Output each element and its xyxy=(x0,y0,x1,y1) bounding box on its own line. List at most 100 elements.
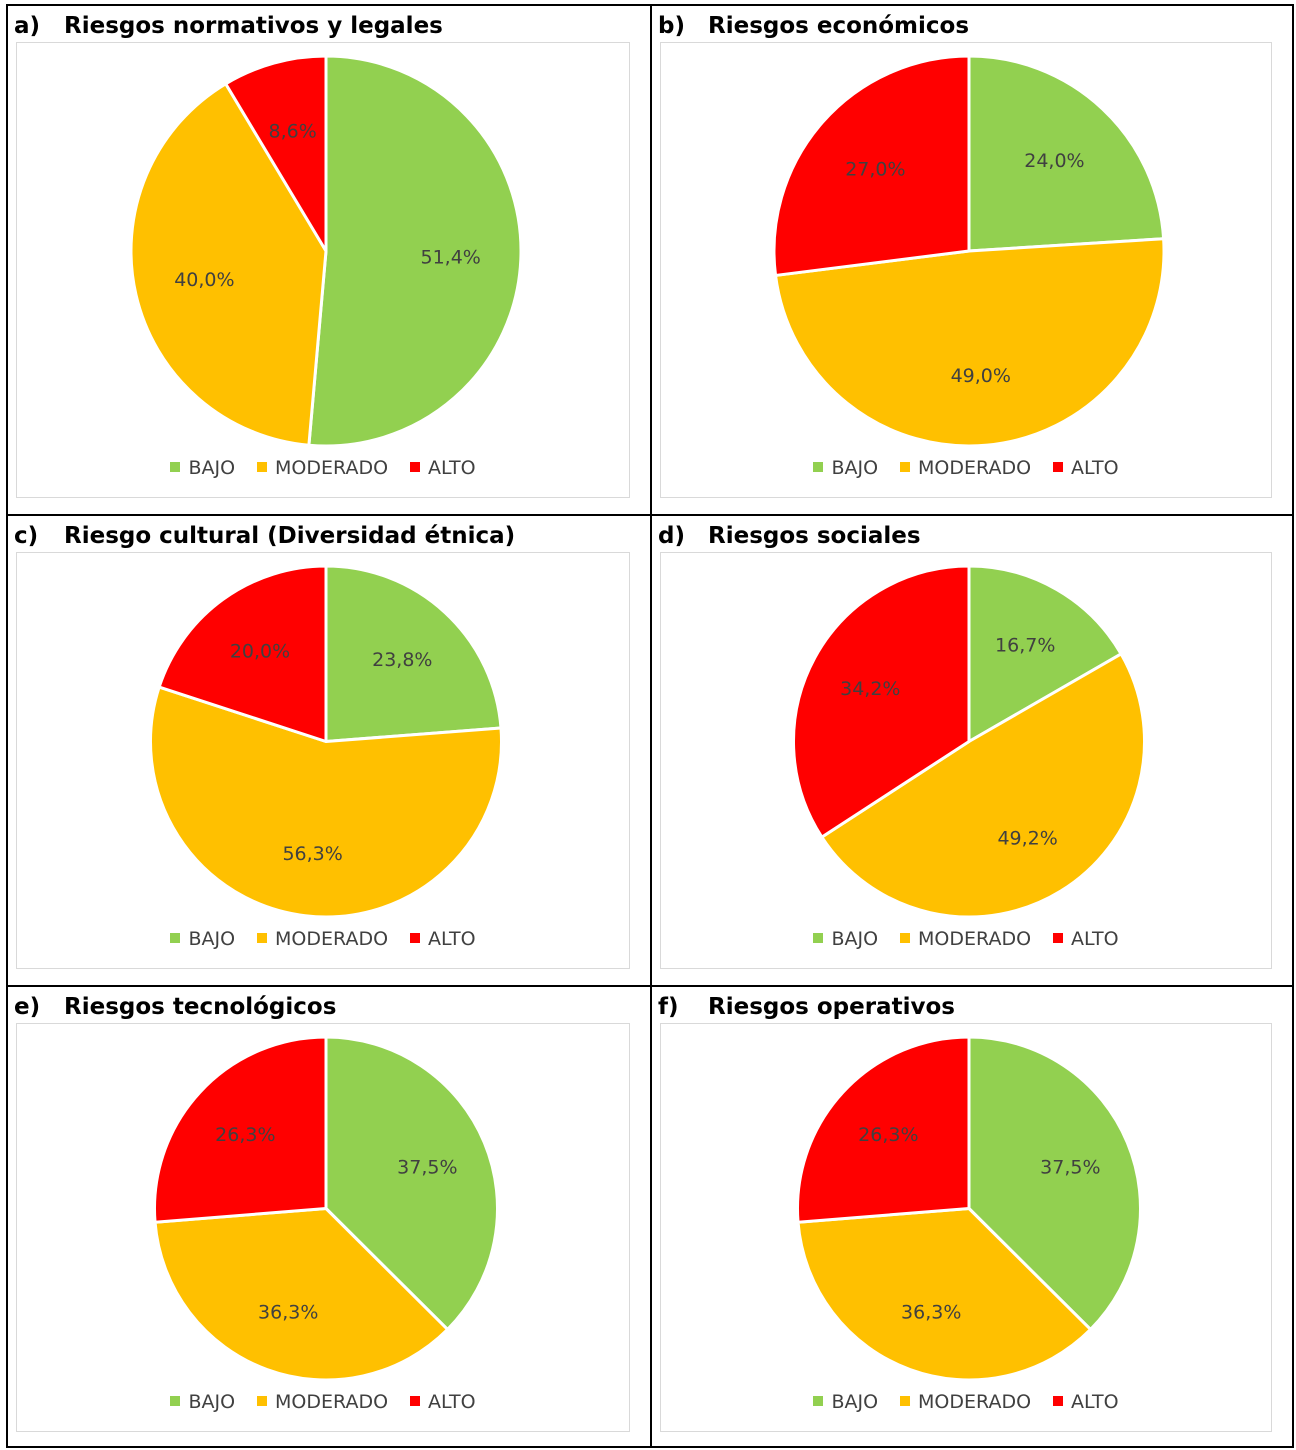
data-label-bajo: 24,0% xyxy=(1024,150,1084,172)
chart-letter: b) xyxy=(658,13,685,39)
chart-legend: BAJO MODERADO ALTO xyxy=(17,1391,629,1413)
pie-slice-bajo xyxy=(967,54,1166,253)
pie-chart: 24,0% 49,0% 27,0% xyxy=(772,54,1166,448)
legend-swatch xyxy=(1053,462,1064,472)
chart-legend: BAJO MODERADO ALTO xyxy=(17,928,629,950)
chart-panel-d: d) Riesgos sociales 16,7% 49,2% 34,2% BAJO MOD… xyxy=(650,514,1292,985)
legend-label: MODERADO xyxy=(918,928,1032,950)
legend-swatch xyxy=(1053,1396,1064,1406)
chart-title: f) Riesgos operativos xyxy=(658,993,955,1021)
chart-panel-a: a) Riesgos normativos y legales 51,4% 40,0%… xyxy=(6,4,650,514)
legend-swatch xyxy=(410,1396,421,1406)
chart-area: 37,5% 36,3% 26,3% BAJO MODERADO ALTO xyxy=(660,1023,1272,1432)
data-label-bajo: 37,5% xyxy=(1040,1156,1100,1178)
chart-letter: a) xyxy=(14,13,41,39)
pie-slice-bajo xyxy=(324,1035,499,1331)
chart-letter: d) xyxy=(658,523,685,549)
pie-slice-moderado xyxy=(820,652,1146,919)
data-label-bajo: 23,8% xyxy=(372,649,432,671)
pie-slice-bajo xyxy=(967,1035,1142,1331)
chart-title-text: Riesgos tecnológicos xyxy=(64,994,337,1020)
legend-item-bajo: BAJO xyxy=(813,457,878,479)
legend-swatch xyxy=(813,933,824,943)
legend-label: BAJO xyxy=(188,457,236,479)
chart-title: e) Riesgos tecnológicos xyxy=(14,993,336,1021)
chart-panel-f: f) Riesgos operativos 37,5% 36,3% 26,3% BAJO M… xyxy=(650,985,1292,1448)
legend-label: MODERADO xyxy=(918,457,1032,479)
chart-area: 37,5% 36,3% 26,3% BAJO MODERADO ALTO xyxy=(16,1023,630,1432)
legend-label: BAJO xyxy=(831,457,879,479)
legend-item-moderado: MODERADO xyxy=(900,1391,1031,1413)
legend-swatch xyxy=(170,462,181,472)
pie-slice-alto xyxy=(772,54,971,277)
legend-swatch xyxy=(900,1396,911,1406)
legend-item-alto: ALTO xyxy=(1053,928,1119,950)
chart-legend: BAJO MODERADO ALTO xyxy=(661,928,1271,950)
chart-title-text: Riesgos económicos xyxy=(708,13,970,39)
pie-chart: 37,5% 36,3% 26,3% xyxy=(796,1035,1142,1382)
legend-label: MODERADO xyxy=(275,457,389,479)
chart-title-text: Riesgos sociales xyxy=(708,523,921,549)
legend-label: ALTO xyxy=(1071,457,1119,479)
chart-title: d) Riesgos sociales xyxy=(658,522,921,550)
pie-slice-bajo xyxy=(324,564,503,743)
grid-divider-vertical xyxy=(650,4,652,1448)
legend-swatch xyxy=(257,933,268,943)
chart-letter: f) xyxy=(658,994,679,1020)
data-label-alto: 34,2% xyxy=(840,678,900,700)
data-label-alto: 26,3% xyxy=(858,1124,918,1146)
data-label-moderado: 56,3% xyxy=(282,843,342,865)
legend-swatch xyxy=(170,1396,181,1406)
legend-swatch xyxy=(410,933,421,943)
grid-divider-row-2 xyxy=(6,985,1294,987)
chart-area: 24,0% 49,0% 27,0% BAJO MODERADO ALTO xyxy=(660,42,1272,498)
data-label-alto: 8,6% xyxy=(269,121,317,143)
legend-swatch xyxy=(813,462,824,472)
legend-item-bajo: BAJO xyxy=(170,457,235,479)
legend-item-moderado: MODERADO xyxy=(257,457,388,479)
legend-item-moderado: MODERADO xyxy=(900,457,1031,479)
chart-legend: BAJO MODERADO ALTO xyxy=(17,457,629,479)
legend-swatch xyxy=(410,462,421,472)
chart-area: 16,7% 49,2% 34,2% BAJO MODERADO ALTO xyxy=(660,552,1272,969)
legend-label: ALTO xyxy=(428,457,476,479)
legend-item-bajo: BAJO xyxy=(813,928,878,950)
legend-label: ALTO xyxy=(1071,928,1119,950)
pie-chart: 16,7% 49,2% 34,2% xyxy=(792,564,1146,919)
data-label-bajo: 37,5% xyxy=(397,1156,457,1178)
data-label-moderado: 36,3% xyxy=(901,1302,961,1324)
data-label-moderado: 40,0% xyxy=(174,269,234,291)
pie-slice-bajo xyxy=(967,564,1123,743)
chart-legend: BAJO MODERADO ALTO xyxy=(661,457,1271,479)
pie-slice-alto xyxy=(796,1035,971,1224)
legend-item-bajo: BAJO xyxy=(170,1391,235,1413)
chart-title-text: Riesgo cultural (Diversidad étnica) xyxy=(64,523,516,549)
legend-label: BAJO xyxy=(831,1391,879,1413)
legend-swatch xyxy=(1053,933,1064,943)
chart-area: 23,8% 56,3% 20,0% BAJO MODERADO ALTO xyxy=(16,552,630,969)
legend-item-bajo: BAJO xyxy=(813,1391,878,1413)
data-label-alto: 27,0% xyxy=(845,158,905,180)
legend-item-alto: ALTO xyxy=(410,928,476,950)
pie-slice-moderado xyxy=(149,685,503,919)
legend-swatch xyxy=(170,933,181,943)
pie-slice-moderado xyxy=(153,1207,450,1382)
chart-panel-e: e) Riesgos tecnológicos 37,5% 36,3% 26,3% BAJ… xyxy=(6,985,650,1448)
chart-title-text: Riesgos operativos xyxy=(708,994,955,1020)
legend-label: ALTO xyxy=(428,928,476,950)
data-label-moderado: 36,3% xyxy=(258,1302,318,1324)
legend-swatch xyxy=(257,1396,268,1406)
grid-border-left xyxy=(6,4,8,1448)
legend-item-alto: ALTO xyxy=(410,457,476,479)
data-label-bajo: 51,4% xyxy=(420,246,480,268)
pie-chart: 37,5% 36,3% 26,3% xyxy=(153,1035,499,1382)
pie-slice-alto xyxy=(153,1035,328,1224)
chart-panel-b: b) Riesgos económicos 24,0% 49,0% 27,0% BAJO M… xyxy=(650,4,1292,514)
pie-slice-alto xyxy=(157,564,328,743)
legend-swatch xyxy=(813,1396,824,1406)
pie-chart: 51,4% 40,0% 8,6% xyxy=(129,54,523,448)
legend-label: BAJO xyxy=(188,928,236,950)
pie-slice-alto xyxy=(224,54,328,253)
legend-item-moderado: MODERADO xyxy=(257,1391,388,1413)
